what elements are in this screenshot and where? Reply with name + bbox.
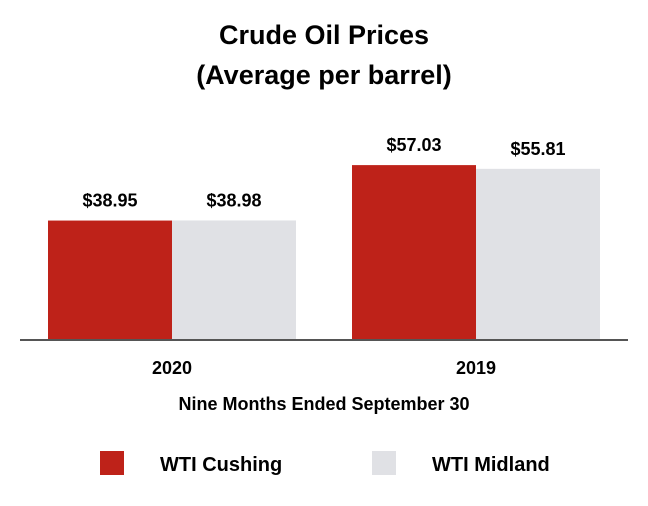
category-label: 2020 (152, 358, 192, 378)
bar-wti-cushing-2019 (352, 165, 476, 340)
data-label: $38.95 (82, 191, 137, 211)
legend: WTI Cushing WTI Midland (100, 451, 550, 476)
data-label: $38.98 (206, 190, 261, 210)
chart-title: Crude Oil Prices (219, 20, 429, 50)
x-axis-label: Nine Months Ended September 30 (178, 394, 469, 414)
category-labels: 2020 2019 (152, 358, 496, 378)
data-label: $55.81 (510, 139, 565, 159)
chart-subtitle: (Average per barrel) (196, 60, 452, 90)
data-label: $57.03 (386, 135, 441, 155)
bar-wti-midland-2019 (476, 168, 600, 340)
legend-label: WTI Midland (432, 454, 550, 476)
bars-group: $38.95 $38.98 $57.03 $55.81 (48, 135, 600, 340)
bar-wti-cushing-2020 (48, 220, 172, 340)
legend-swatch (372, 451, 396, 475)
legend-swatch (100, 451, 124, 475)
bar-wti-midland-2020 (172, 220, 296, 340)
legend-label: WTI Cushing (160, 454, 282, 476)
category-label: 2019 (456, 358, 496, 378)
